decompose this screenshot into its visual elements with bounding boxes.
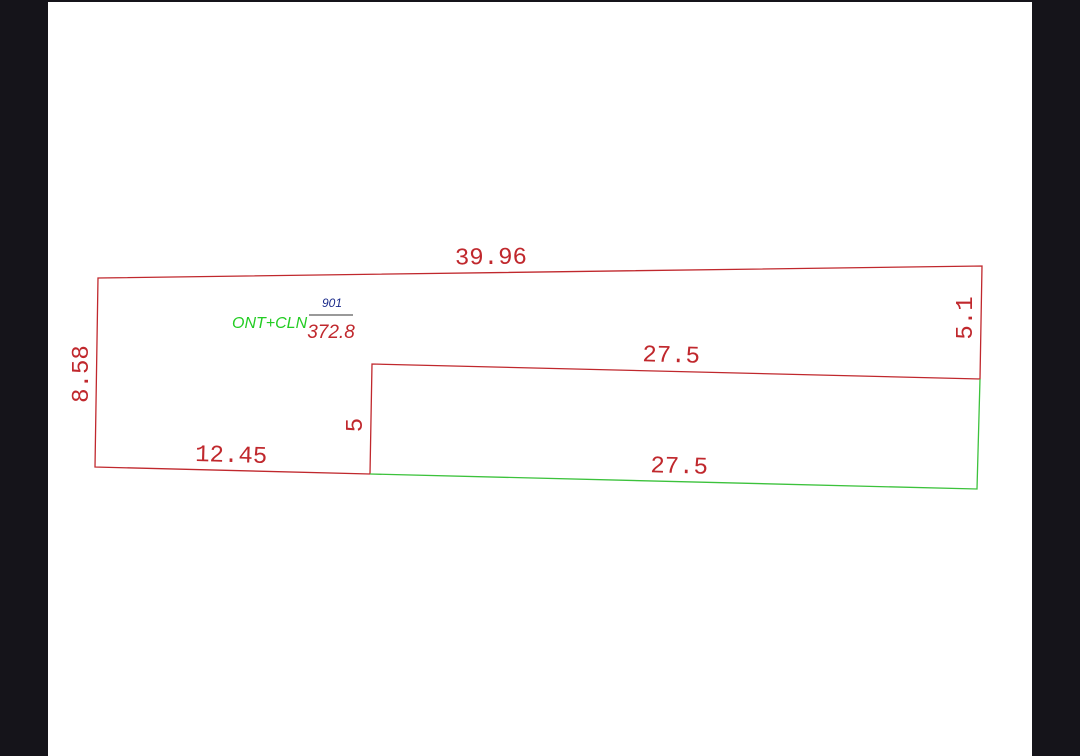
dim-top: 39.96 (455, 244, 527, 272)
zone-label: ONT+CLN (232, 315, 308, 332)
dim-bottom-left: 12.45 (195, 442, 268, 471)
road-frontage (369, 378, 981, 490)
plot-boundary (94, 265, 983, 475)
plot-number: 901 (322, 296, 342, 310)
dim-inner-top: 27.5 (642, 342, 700, 370)
dim-left: 8.58 (69, 345, 96, 403)
drawing-sheet (48, 2, 1032, 756)
dim-bottom-right: 27.5 (650, 453, 708, 481)
plot-area: 372.8 (307, 322, 355, 343)
dim-right: 5.1 (953, 296, 980, 339)
dim-inner-left: 5 (343, 418, 370, 432)
